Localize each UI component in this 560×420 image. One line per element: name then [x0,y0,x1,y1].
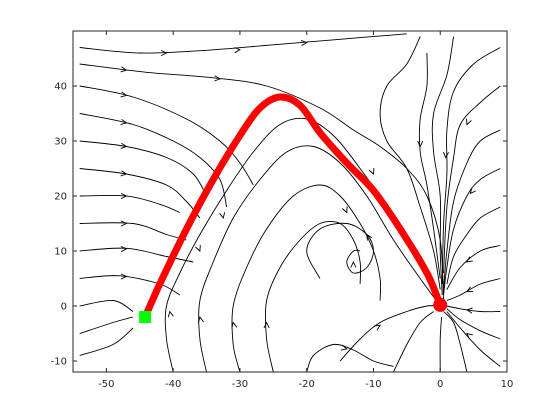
y-tick-label: -10 [51,357,67,368]
streamline [79,113,228,208]
streamline [446,308,501,340]
axis-ticks: -50 -40 -30 -20 -10 0 10 -10 0 10 20 30 40 [51,31,514,390]
streamline-arrowhead [368,167,375,175]
y-tick-label: 10 [54,247,67,258]
streamline-arrowhead [120,170,128,177]
x-tick-label: -40 [165,379,181,390]
streamline-arrowhead [234,47,241,54]
streamline-arrowhead [417,140,424,148]
x-tick-label: -30 [232,379,248,390]
streamline [79,194,180,213]
streamline [79,299,134,312]
streamline [79,33,407,54]
streamline-arrowhead [231,321,238,329]
plot-area [72,30,508,373]
streamlines [79,33,501,372]
streamline-arrowhead [465,286,473,293]
streamline-arrowhead [120,142,128,149]
end-marker [433,297,448,312]
streamline-arrowhead [120,273,128,280]
streamline-arrowhead [366,233,373,241]
streamline-arrowhead [466,256,473,263]
streamline-arrowhead [197,315,204,323]
streamline [79,168,201,219]
streamline-arrowhead [465,307,473,314]
streamline-arrowhead [374,324,381,331]
streamline-arrowhead [167,310,174,318]
axes-box [72,30,508,373]
streamline [446,305,501,313]
streamline [439,316,443,372]
streamline-arrowhead [120,246,128,253]
streamline [446,206,501,285]
x-tick-label: -20 [299,379,315,390]
streamline [443,311,468,372]
streamline [198,145,441,372]
streamline [446,245,501,290]
y-tick-label: 30 [54,137,67,148]
streamline-arrowhead [214,75,221,82]
y-tick-label: 40 [54,82,67,93]
x-tick-label: 10 [501,379,514,390]
streamline [418,52,441,279]
x-tick-label: -50 [98,379,114,390]
streamline-arrowhead [120,192,128,200]
x-tick-label: -10 [365,379,381,390]
trajectory-layer [139,93,448,323]
streamline [441,47,501,285]
y-tick-label: 20 [54,192,67,203]
streamline [393,311,434,372]
streamline-arrowhead [195,244,201,252]
streamline-arrowhead [466,118,472,126]
streamline-arrowhead [120,66,128,73]
streamline-arrowhead [340,344,348,351]
streamline-arrowhead [120,91,128,98]
streamline-arrows [120,39,476,351]
streamline-arrowhead [120,118,128,125]
streamline [431,36,455,296]
streamline-arrowhead [342,206,348,214]
streamline [79,247,194,263]
streamline [231,184,382,372]
streamline [79,316,134,334]
streamline [79,85,254,186]
axes-background [73,31,507,372]
streamline [446,311,501,367]
streamline-arrowhead [160,49,168,57]
streamline-arrowhead [466,332,473,340]
y-tick-label: 0 [61,302,67,313]
streamline [443,85,501,274]
streamline-arrowhead [469,187,476,195]
streamline [443,168,501,296]
streamline-arrowhead [219,212,226,220]
streamline [379,36,441,290]
streamline-arrowhead [300,39,308,46]
streamline [79,140,207,197]
streamline-arrowhead [442,151,449,159]
streamline [306,222,374,279]
x-tick-label: 0 [437,379,443,390]
streamline [446,278,501,301]
trajectory-line [141,93,444,321]
streamline-arrowhead [263,321,270,329]
streamline-arrowhead [350,260,357,268]
streamline [339,305,441,362]
start-marker [139,311,152,323]
streamline-arrowhead [120,220,128,227]
streamline [443,129,501,290]
streamline [79,63,445,301]
streamline [79,327,134,356]
